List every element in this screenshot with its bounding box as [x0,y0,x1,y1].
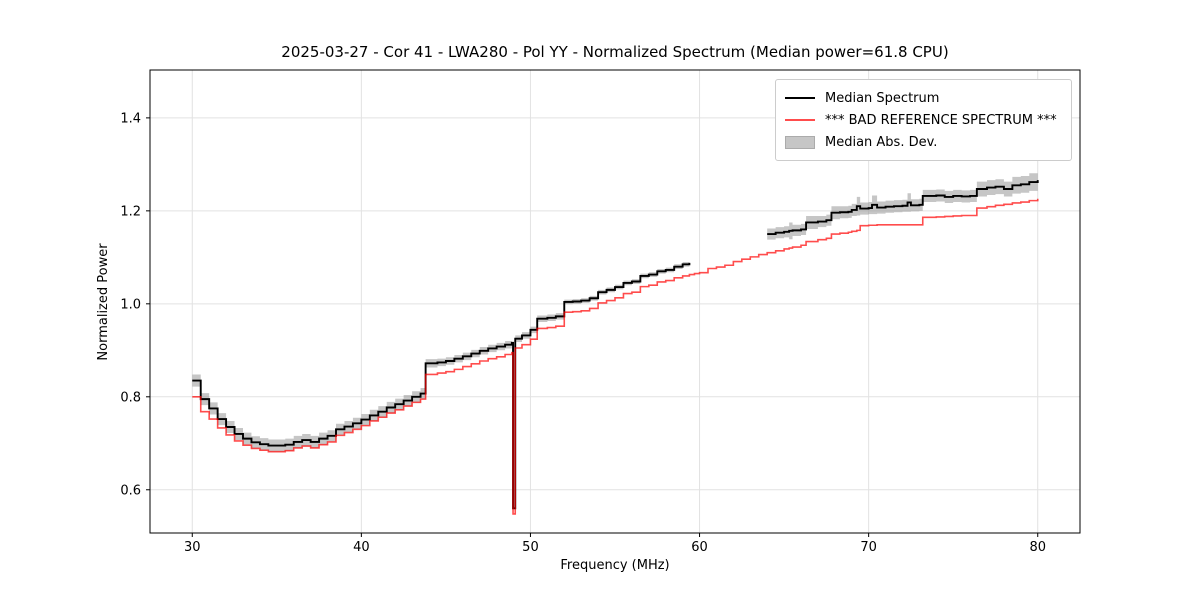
legend-label: Median Spectrum [825,90,940,106]
reference-spectrum-line [192,198,1039,515]
median-spectrum-line [192,262,691,510]
x-tick-label: 60 [691,540,708,555]
legend-item-bad-reference-spectrum: *** BAD REFERENCE SPECTRUM *** [785,109,1061,131]
median-abs-dev-patch-icon [785,135,815,149]
legend-item-median-abs-dev: Median Abs. Dev. [785,131,1061,153]
y-tick-label: 1.0 [120,297,141,312]
x-tick-label: 50 [522,540,539,555]
median-abs-dev-band [192,339,512,452]
x-axis-label: Frequency (MHz) [560,558,670,573]
y-tick-label: 0.8 [120,390,141,405]
tick-labels: 30 40 50 60 70 80 0.6 0.8 1.0 1.2 1.4 [120,111,1046,555]
legend: Median Spectrum *** BAD REFERENCE SPECTR… [775,79,1072,161]
reference-spectrum-line-icon [785,119,815,121]
axes-frame [149,69,1081,534]
legend-label: Median Abs. Dev. [825,134,938,150]
y-tick-label: 1.4 [120,111,141,126]
y-tick-label: 0.6 [120,483,141,498]
x-tick-label: 70 [860,540,877,555]
y-axis-label: Normalized Power [96,243,111,361]
legend-item-median-spectrum: Median Spectrum [785,87,1061,109]
y-tick-label: 1.2 [120,204,141,219]
x-tick-label: 30 [184,540,201,555]
legend-label: *** BAD REFERENCE SPECTRUM *** [825,112,1057,128]
median-spectrum-line-icon [785,97,815,99]
median-abs-dev-band [515,260,690,342]
median-spectrum-line [767,180,1039,236]
chart-title: 2025-03-27 - Cor 41 - LWA280 - Pol YY - … [281,43,949,61]
x-tick-label: 80 [1029,540,1046,555]
tick-marks [146,117,1039,537]
x-tick-label: 40 [353,540,370,555]
